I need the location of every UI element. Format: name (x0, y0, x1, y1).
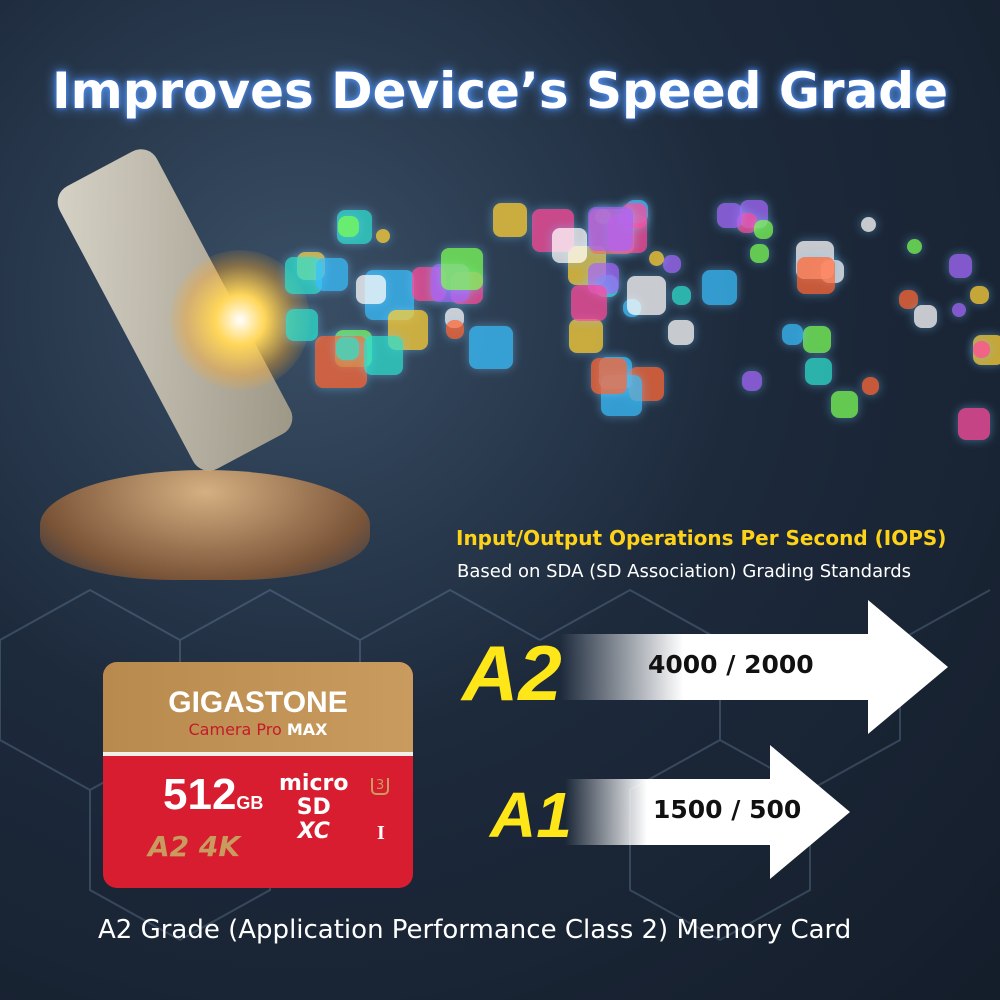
app-icon (364, 336, 404, 375)
app-icon (861, 216, 877, 232)
app-icon (568, 318, 604, 354)
grade-a1-label: A1 (490, 779, 572, 851)
app-icon (662, 254, 682, 274)
app-icon (590, 357, 628, 395)
app-icon (668, 319, 694, 345)
arrow-a2: 4000 / 2000 (560, 600, 948, 734)
card-a2-4k-badge: A2 4K (148, 830, 241, 863)
memory-card-image: GIGASTONE Camera Pro MAX 512GB A2 4K mic… (103, 662, 413, 888)
app-icon (702, 269, 738, 305)
iops-subtitle: Based on SDA (SD Association) Grading St… (457, 561, 912, 582)
app-icon (492, 202, 528, 238)
app-icon (914, 304, 938, 328)
app-icon (441, 248, 484, 291)
app-icon (335, 336, 359, 360)
app-icon (957, 408, 990, 441)
app-icon (861, 377, 879, 395)
u3-speed-class-icon: 3 (371, 778, 390, 795)
headline: Improves Device’s Speed Grade (52, 62, 948, 120)
caption: A2 Grade (Application Performance Class … (98, 915, 852, 945)
app-icon (951, 302, 967, 318)
app-icon (907, 239, 922, 254)
app-icon (753, 219, 774, 239)
app-icon (898, 289, 919, 310)
a1-iops-value: 1500 / 500 (653, 795, 802, 824)
app-icon (649, 251, 664, 267)
app-icon (627, 275, 667, 315)
iops-title: Input/Output Operations Per Second (IOPS… (456, 526, 947, 550)
app-icon (948, 254, 972, 278)
card-brand: GIGASTONE (168, 686, 348, 719)
card-model: Camera Pro MAX (188, 720, 328, 739)
app-icon (570, 284, 608, 322)
app-icon (375, 228, 390, 243)
arrow-a1: 1500 / 500 (565, 745, 850, 879)
app-icon (973, 340, 991, 358)
app-icon (716, 203, 742, 229)
hand-image (40, 470, 370, 580)
app-icon (672, 286, 692, 306)
uhs-i-badge: I (377, 822, 385, 844)
a2-iops-value: 4000 / 2000 (648, 650, 814, 679)
app-icon (969, 285, 989, 305)
app-icon (284, 256, 323, 295)
app-icon (805, 358, 832, 385)
app-icon (831, 391, 859, 419)
app-icon (736, 213, 757, 234)
app-icon (588, 206, 633, 251)
grade-a2-label: A2 (462, 629, 562, 717)
card-capacity: 512GB (163, 770, 264, 819)
app-icon (803, 325, 832, 354)
app-icons-cloud (280, 170, 1000, 450)
app-icon (469, 325, 513, 370)
app-icon (781, 323, 803, 345)
app-icon (316, 258, 349, 291)
microsdxc-logo: micro SD XC (279, 771, 349, 844)
app-icon (552, 227, 588, 263)
app-icon (338, 216, 360, 238)
app-icon (356, 274, 386, 305)
app-icon (797, 256, 835, 295)
app-icon (285, 308, 318, 341)
app-icon (750, 244, 769, 263)
app-icon (445, 319, 465, 339)
app-icon (742, 371, 763, 392)
